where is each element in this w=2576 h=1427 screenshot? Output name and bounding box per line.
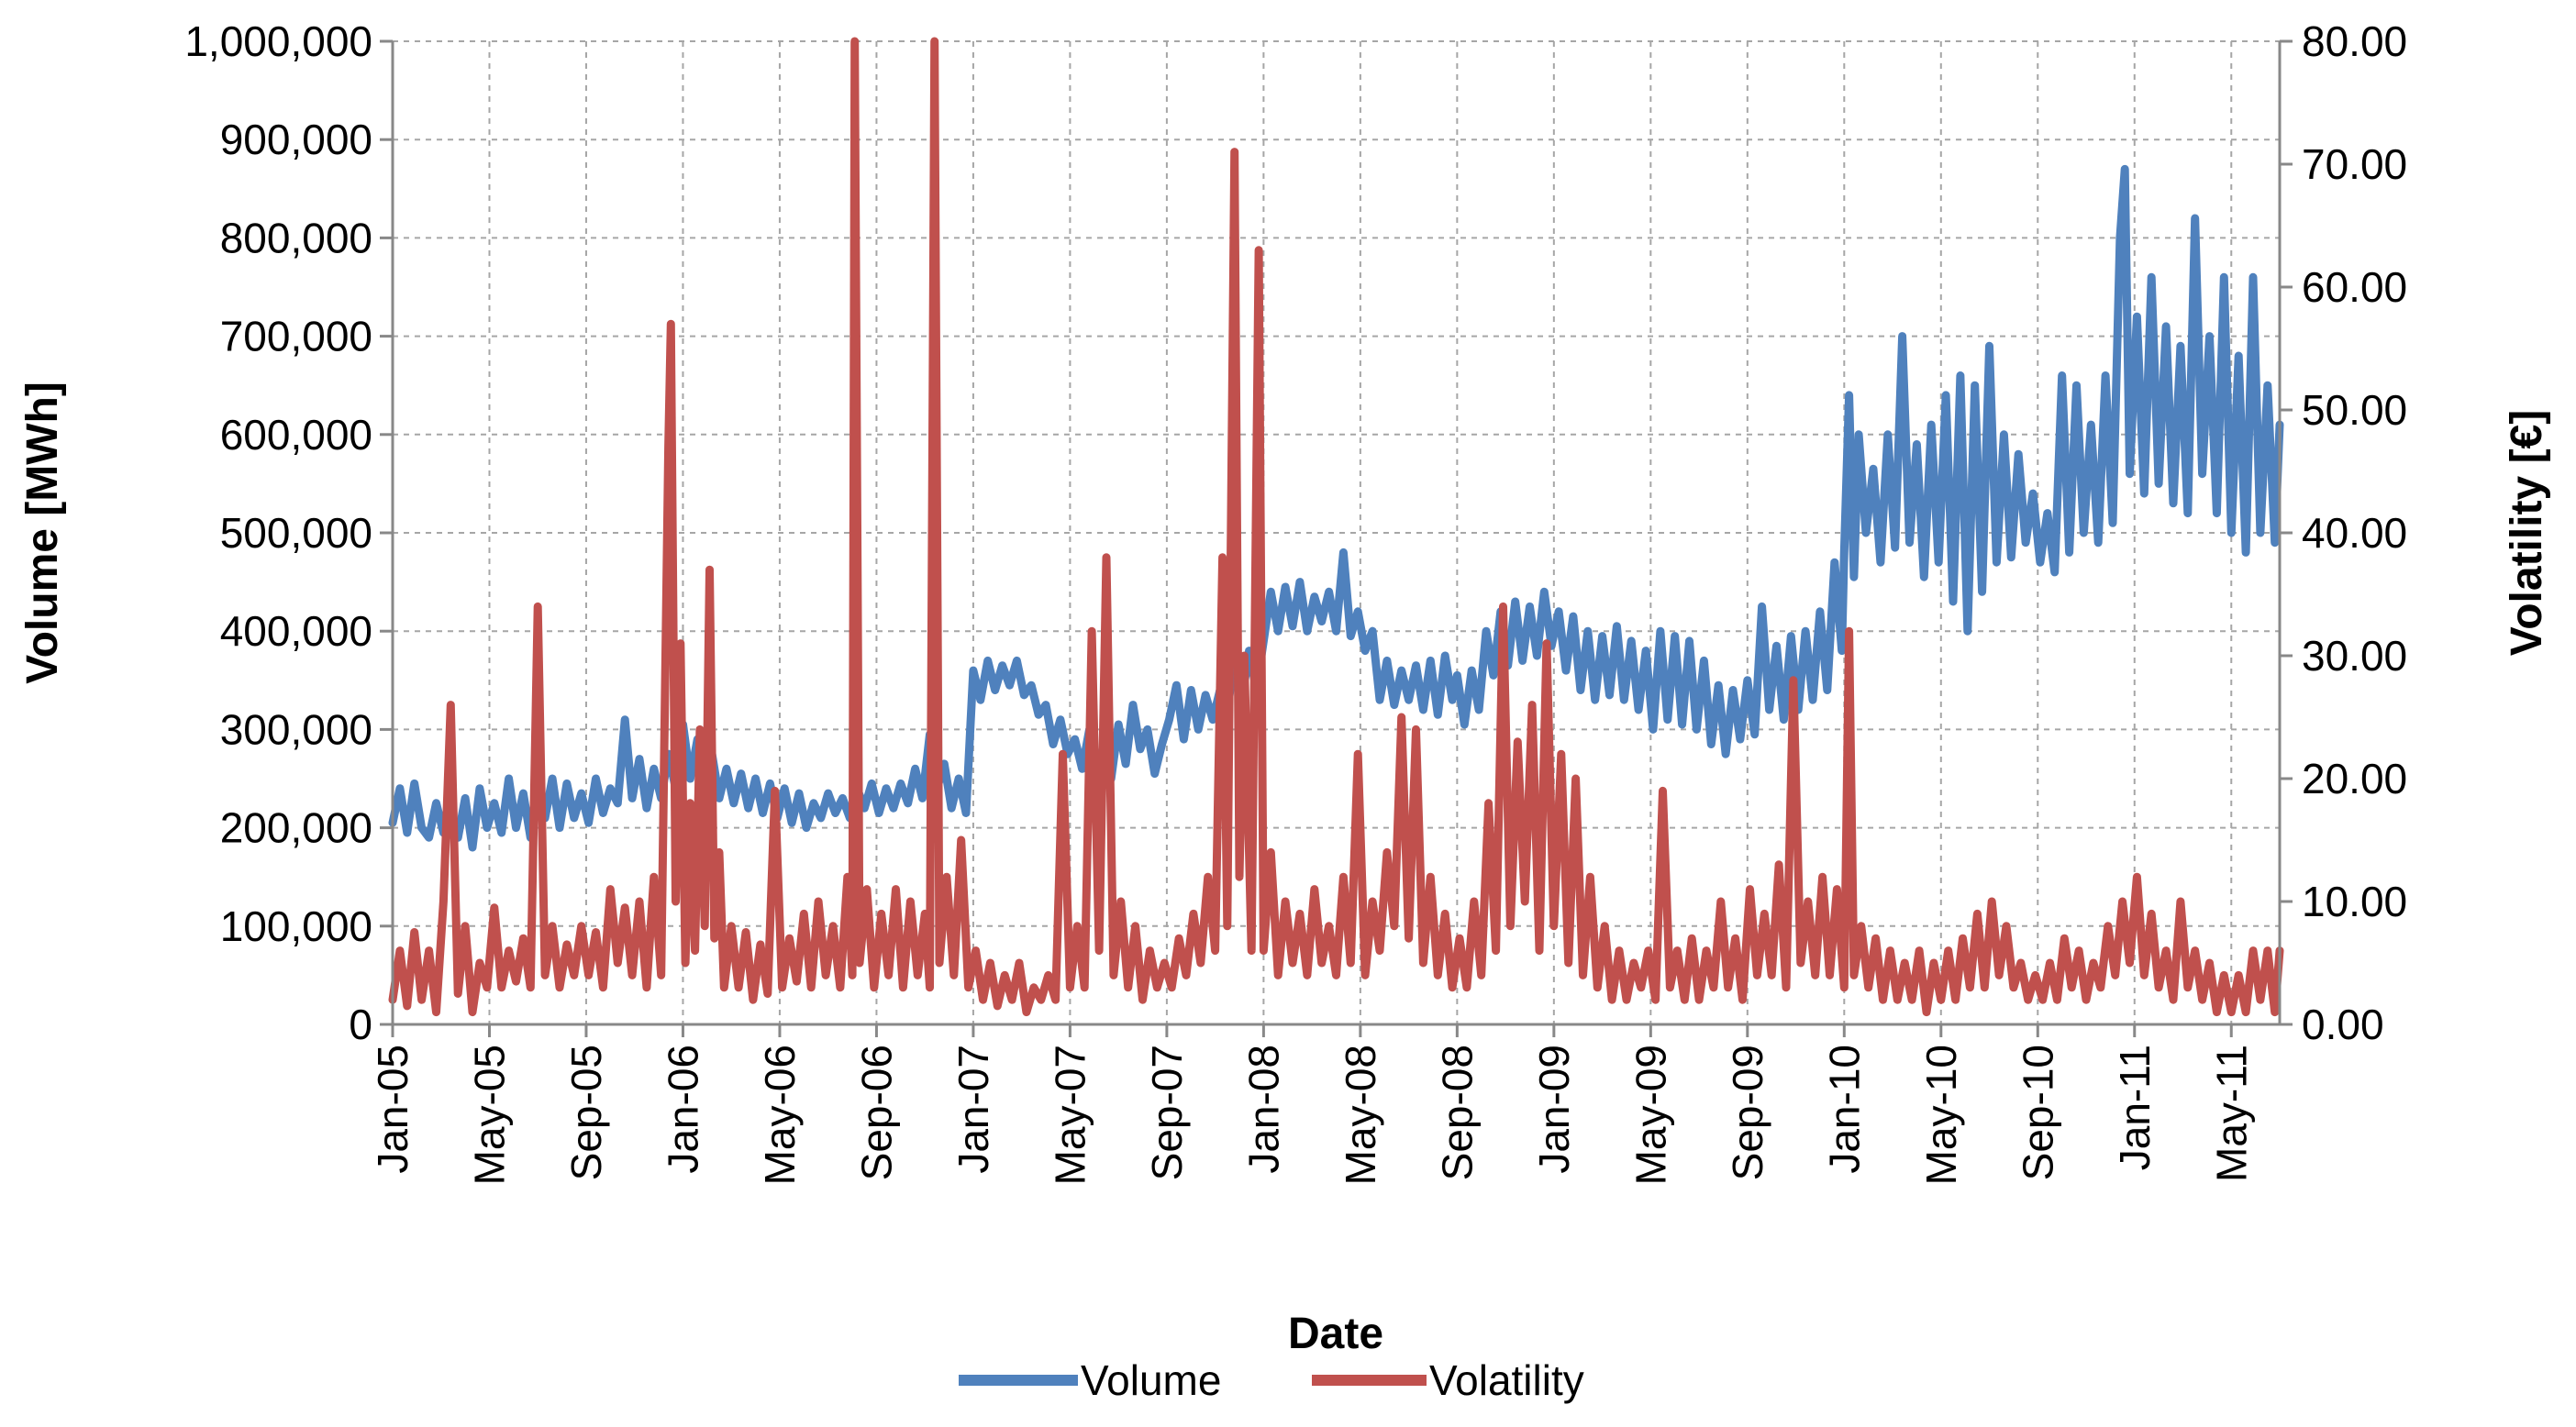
x-tick-label: Sep-09	[1724, 1045, 1771, 1180]
x-axis-ticks: Jan-05 May-05 Sep-05 Jan-06 May-06 Sep-06 Jan-…	[369, 1024, 2255, 1185]
right-y-tick-label: 20.00	[2302, 755, 2407, 802]
x-tick-label: Jan-07	[949, 1045, 997, 1174]
right-y-tick-label: 80.00	[2302, 17, 2407, 65]
left-y-axis-title: Volume [MWh]	[18, 382, 67, 684]
series-line-volatility	[388, 37, 2284, 1017]
left-y-tick-label: 300,000	[220, 705, 372, 753]
series-layer	[388, 37, 2284, 1017]
x-tick-label: Jan-05	[369, 1045, 416, 1174]
right-y-axis-title: Volatility [€]	[2503, 410, 2551, 656]
left-y-tick-label: 600,000	[220, 411, 372, 459]
x-tick-label: May-11	[2207, 1045, 2255, 1182]
right-y-axis-ticks: 0.00 10.00 20.00 30.00 40.00 50.00 60.00 70.00 8…	[2280, 17, 2407, 1048]
x-tick-label: Sep-10	[2014, 1045, 2061, 1180]
left-y-tick-label: 0	[349, 1001, 372, 1048]
right-y-tick-label: 30.00	[2302, 632, 2407, 680]
left-y-tick-label: 100,000	[220, 902, 372, 950]
left-y-tick-label: 500,000	[220, 509, 372, 557]
left-y-tick-label: 800,000	[220, 214, 372, 261]
x-tick-label: Sep-06	[852, 1045, 900, 1180]
x-tick-label: Sep-07	[1143, 1045, 1191, 1180]
legend-label-volume: Volume	[1081, 1356, 1221, 1404]
x-tick-label: Sep-08	[1433, 1045, 1481, 1180]
legend: Volume Volatility	[959, 1356, 1584, 1404]
x-tick-label: May-05	[465, 1045, 513, 1185]
x-tick-label: Jan-10	[1820, 1045, 1868, 1174]
right-y-tick-label: 10.00	[2302, 878, 2407, 925]
x-tick-label: May-10	[1917, 1045, 1965, 1185]
right-y-tick-label: 60.00	[2302, 263, 2407, 311]
right-y-tick-label: 70.00	[2302, 140, 2407, 188]
left-y-tick-label: 1,000,000	[184, 17, 372, 65]
x-tick-label: Jan-06	[659, 1045, 706, 1174]
x-tick-label: Jan-09	[1530, 1045, 1578, 1174]
x-tick-label: May-07	[1046, 1045, 1094, 1185]
x-tick-label: May-08	[1337, 1045, 1384, 1185]
x-tick-label: May-06	[756, 1045, 804, 1185]
x-tick-label: Jan-08	[1239, 1045, 1287, 1174]
right-y-tick-label: 0.00	[2302, 1001, 2384, 1048]
left-y-tick-label: 700,000	[220, 313, 372, 360]
left-y-tick-label: 200,000	[220, 804, 372, 852]
left-y-tick-label: 400,000	[220, 607, 372, 655]
left-y-axis-ticks: 0 100,000 200,000 300,000 400,000 500,000 600,…	[184, 17, 393, 1048]
x-tick-label: Jan-11	[2111, 1045, 2159, 1170]
legend-label-volatility: Volatility	[1429, 1356, 1584, 1404]
x-axis-title: Date	[1288, 1310, 1383, 1358]
x-tick-label: Sep-05	[562, 1045, 610, 1180]
right-y-tick-label: 40.00	[2302, 509, 2407, 557]
right-y-tick-label: 50.00	[2302, 386, 2407, 434]
x-tick-label: May-09	[1627, 1045, 1674, 1185]
left-y-tick-label: 900,000	[220, 116, 372, 163]
